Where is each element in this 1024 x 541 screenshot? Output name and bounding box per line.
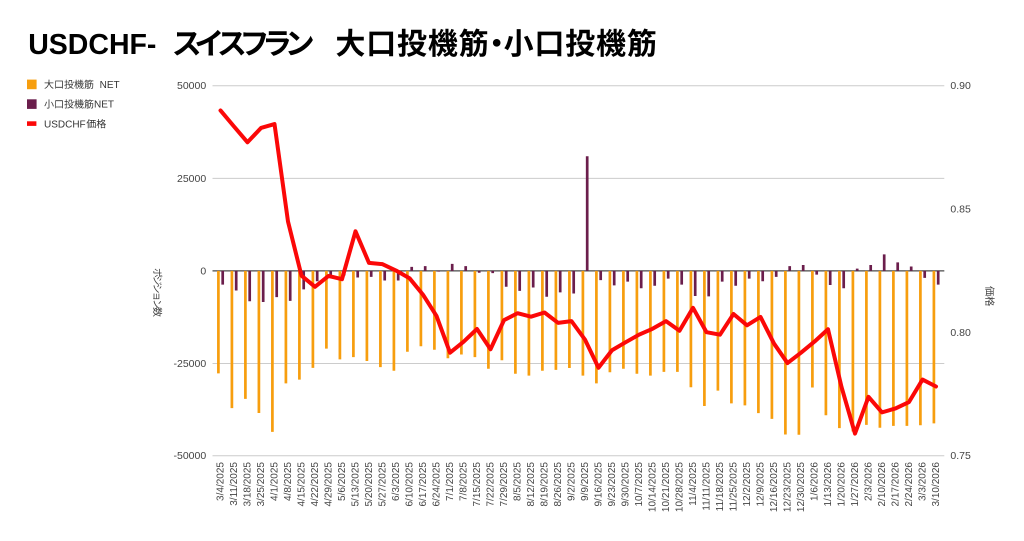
svg-text:-25000: -25000 [173,358,206,370]
svg-text:8/12/2025: 8/12/2025 [526,462,537,507]
svg-text:0.85: 0.85 [950,204,971,216]
svg-text:9/16/2025: 9/16/2025 [594,462,605,507]
svg-text:11/4/2025: 11/4/2025 [688,462,699,506]
svg-text:12/2/2025: 12/2/2025 [742,462,753,507]
svg-text:2/3/2026: 2/3/2026 [864,462,875,501]
svg-text:4/22/2025: 4/22/2025 [310,462,321,507]
svg-text:8/19/2025: 8/19/2025 [540,462,551,507]
svg-text:1/6/2026: 1/6/2026 [810,462,821,501]
svg-text:1/27/2026: 1/27/2026 [850,462,861,507]
svg-text:4/29/2025: 4/29/2025 [324,462,335,507]
svg-text:4/8/2025: 4/8/2025 [283,462,294,501]
svg-text:0.75: 0.75 [950,450,971,462]
svg-text:11/11/2025: 11/11/2025 [702,462,713,511]
svg-text:2/10/2026: 2/10/2026 [877,462,888,507]
svg-text:5/6/2025: 5/6/2025 [337,462,348,501]
svg-text:12/9/2025: 12/9/2025 [756,462,767,507]
svg-text:9/9/2025: 9/9/2025 [580,462,591,501]
svg-text:3/3/2026: 3/3/2026 [918,462,929,501]
svg-text:3/25/2025: 3/25/2025 [256,462,267,507]
svg-text:7/8/2025: 7/8/2025 [459,462,470,501]
svg-text:1/20/2026: 1/20/2026 [837,462,848,507]
svg-text:USDCHF: USDCHF [44,119,86,130]
svg-text:2/17/2026: 2/17/2026 [891,462,902,507]
svg-text:12/30/2025: 12/30/2025 [796,462,807,512]
svg-text:8/5/2025: 8/5/2025 [513,462,524,501]
svg-text:12/16/2025: 12/16/2025 [769,462,780,512]
svg-text:3/11/2025: 3/11/2025 [229,462,240,506]
svg-text:NET: NET [94,100,114,111]
svg-text:6/3/2025: 6/3/2025 [391,462,402,501]
svg-text:NET: NET [100,80,120,91]
svg-text:0.80: 0.80 [950,327,971,339]
svg-text:USDCHF-: USDCHF- [28,29,156,61]
svg-text:3/10/2026: 3/10/2026 [931,462,942,507]
svg-text:11/18/2025: 11/18/2025 [715,462,726,512]
svg-text:6/24/2025: 6/24/2025 [432,462,443,507]
svg-text:9/23/2025: 9/23/2025 [607,462,618,507]
svg-text:10/21/2025: 10/21/2025 [661,462,672,512]
svg-text:8/26/2025: 8/26/2025 [553,462,564,507]
svg-text:25000: 25000 [177,173,206,185]
svg-text:5/13/2025: 5/13/2025 [351,462,362,507]
svg-text:11/25/2025: 11/25/2025 [729,462,740,512]
svg-text:7/29/2025: 7/29/2025 [499,462,510,507]
svg-text:12/23/2025: 12/23/2025 [783,462,794,512]
svg-text:10/28/2025: 10/28/2025 [675,462,686,512]
svg-text:0: 0 [200,265,206,277]
svg-text:4/15/2025: 4/15/2025 [297,462,308,507]
svg-text:9/30/2025: 9/30/2025 [621,462,632,507]
svg-text:7/15/2025: 7/15/2025 [472,462,483,507]
svg-text:9/2/2025: 9/2/2025 [567,462,578,501]
svg-text:50000: 50000 [177,80,206,92]
svg-text:5/27/2025: 5/27/2025 [378,462,389,507]
svg-text:10/14/2025: 10/14/2025 [648,462,659,512]
svg-text:0.90: 0.90 [950,80,971,92]
svg-text:6/10/2025: 6/10/2025 [405,462,416,507]
svg-text:6/17/2025: 6/17/2025 [418,462,429,507]
svg-text:3/4/2025: 3/4/2025 [216,462,227,501]
svg-text:1/13/2026: 1/13/2026 [823,462,834,507]
svg-text:4/1/2025: 4/1/2025 [270,462,281,501]
svg-text:7/1/2025: 7/1/2025 [445,462,456,501]
svg-text:2/24/2026: 2/24/2026 [904,462,915,507]
svg-text:10/7/2025: 10/7/2025 [634,462,645,507]
svg-text:3/18/2025: 3/18/2025 [243,462,254,507]
svg-text:-50000: -50000 [173,450,206,462]
svg-text:5/20/2025: 5/20/2025 [364,462,375,507]
svg-text:7/22/2025: 7/22/2025 [486,462,497,507]
